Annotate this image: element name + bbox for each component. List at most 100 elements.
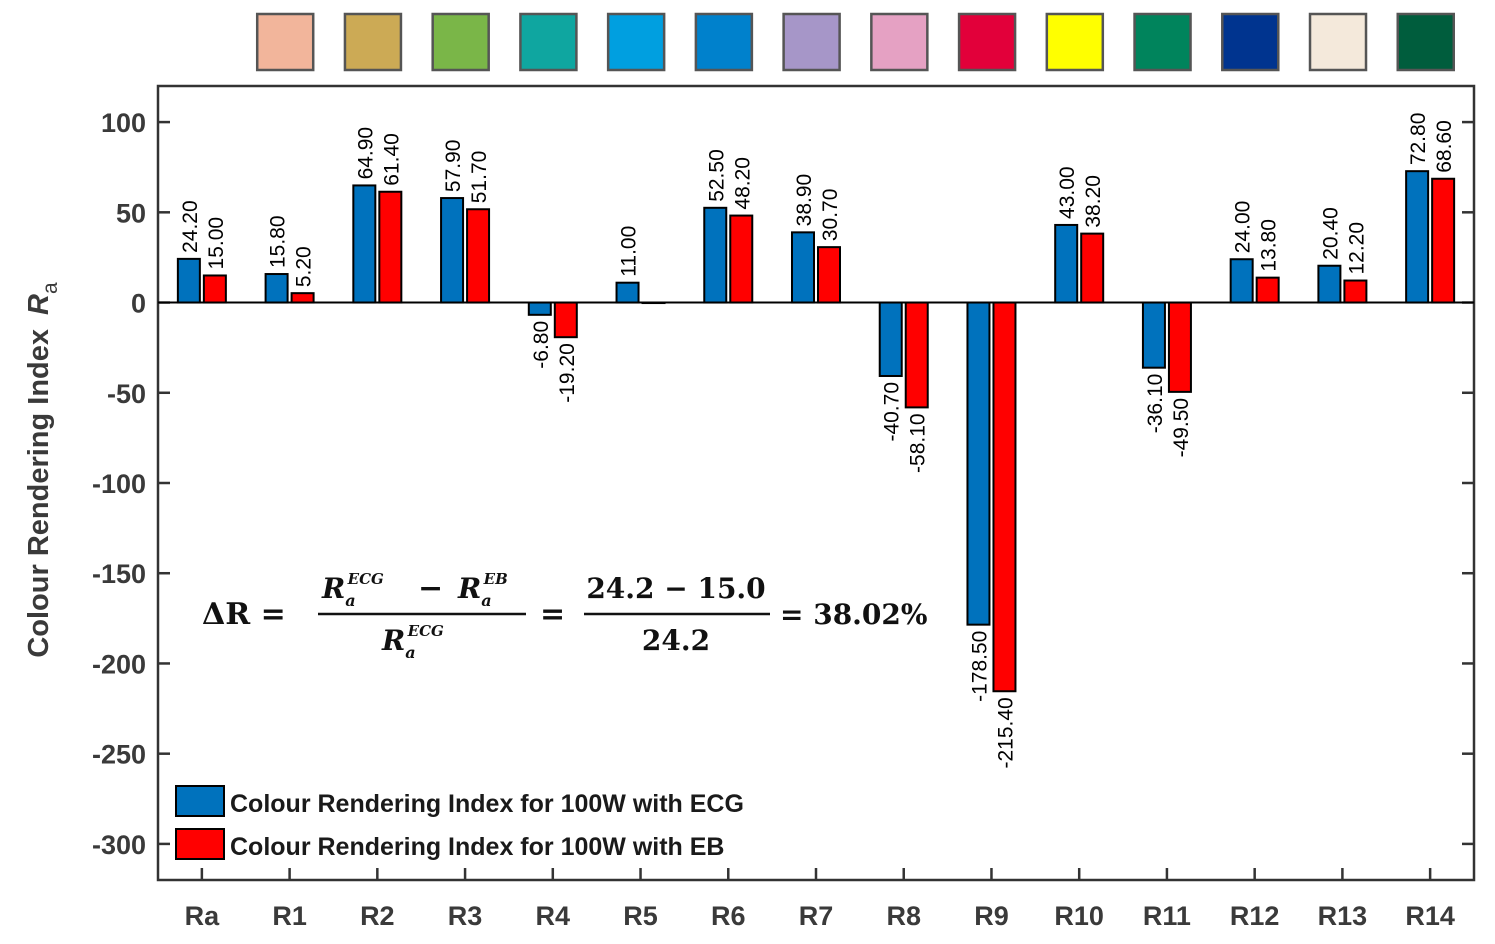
bar-ecg-R12 <box>1229 258 1254 304</box>
data-label-eb-R9: -215.40 <box>994 697 1017 768</box>
data-label-eb-R4: -19.20 <box>556 343 579 403</box>
bar-ecg-R6 <box>703 206 728 304</box>
formula-result: = 38.02% <box>780 598 928 631</box>
y-tick-label: 0 <box>131 289 146 319</box>
formula-minus: − <box>418 571 443 606</box>
swatch-R7 <box>870 12 929 72</box>
swatch-R8 <box>957 12 1017 72</box>
bar-ecg-R13 <box>1317 264 1342 304</box>
bar-eb-R2 <box>378 190 403 304</box>
bar-eb-R12 <box>1255 276 1280 304</box>
formula-den: RaECG <box>381 622 444 662</box>
delta-r-formula: ΔR = RaECG − RaEB RaECG = 24.2 − 15.0 24… <box>202 570 928 662</box>
bar-eb-R13 <box>1343 279 1368 304</box>
swatch-R10 <box>1133 12 1192 72</box>
x-tick-label-R5: R5 <box>623 901 658 931</box>
bar-ecg-R11 <box>1141 301 1166 369</box>
bar-ecg-R1 <box>264 273 289 304</box>
data-label-ecg-R14: 72.80 <box>1407 113 1430 166</box>
bar-eb-R6 <box>729 214 754 304</box>
data-label-ecg-R3: 57.90 <box>442 139 465 192</box>
formula-num-2: 24.2 − 15.0 <box>586 572 765 605</box>
data-label-eb-R2: 61.40 <box>380 133 403 186</box>
data-label-ecg-R10: 43.00 <box>1056 166 1079 219</box>
legend-label-eb: Colour Rendering Index for 100W with EB <box>230 833 724 861</box>
formula-eq-1: = <box>540 597 565 632</box>
data-label-eb-R10: 38.20 <box>1082 175 1105 228</box>
x-tick-label-Ra: Ra <box>185 901 220 931</box>
x-tick-label-R12: R12 <box>1230 901 1280 931</box>
swatch-R11 <box>1221 12 1280 72</box>
swatch-R13 <box>1396 12 1455 72</box>
y-tick-label: -150 <box>92 559 146 589</box>
x-tick-label-R3: R3 <box>448 901 483 931</box>
swatch-R9 <box>1045 12 1105 72</box>
colour-swatch-row <box>255 12 1455 72</box>
y-tick-label: -250 <box>92 740 146 770</box>
swatch-R5 <box>694 12 754 72</box>
x-tick-label-R10: R10 <box>1054 901 1104 931</box>
bar-ecg-R5 <box>615 281 640 304</box>
legend-swatch-eb <box>175 828 225 860</box>
y-tick-label: 50 <box>116 198 146 228</box>
data-label-ecg-R9: -178.50 <box>968 631 991 702</box>
y-axis-label: Colour Rendering IndexRa <box>23 282 62 658</box>
swatch-R1 <box>343 12 403 72</box>
data-label-eb-R13: 12.20 <box>1345 222 1368 275</box>
bar-eb-Ra <box>202 274 227 304</box>
data-label-eb-R7: 30.70 <box>819 189 842 242</box>
data-label-ecg-Ra: 24.20 <box>179 200 202 253</box>
formula-lhs: ΔR = <box>202 597 286 632</box>
y-tick-label: 100 <box>101 108 146 138</box>
formula-den-2: 24.2 <box>642 624 710 657</box>
bar-eb-R7 <box>817 246 841 304</box>
data-label-ecg-R4: -6.80 <box>530 321 553 369</box>
x-tick-label-R4: R4 <box>536 901 571 931</box>
bar-eb-R3 <box>466 208 491 304</box>
bar-eb-R11 <box>1167 301 1192 393</box>
y-tick-label: -100 <box>92 469 146 499</box>
data-label-eb-R11: -49.50 <box>1170 398 1193 458</box>
bar-ecg-R2 <box>352 184 377 304</box>
data-labels: 24.20 15.00 15.80 5.20 64.90 61.40 57.90 51.70 -… <box>179 113 1456 769</box>
data-label-ecg-R8: -40.70 <box>881 382 904 442</box>
bar-ecg-R9 <box>966 301 991 626</box>
data-label-ecg-R5: 11.00 <box>618 226 641 277</box>
y-tick-label: -200 <box>92 649 146 679</box>
data-label-eb-R1: 5.20 <box>293 246 316 287</box>
data-label-ecg-R1: 15.80 <box>267 215 290 268</box>
x-axis-category-labels: Ra R1 R2 R3 R4 R5 R6 R7 R8 R9 R10 R11 R12 R13 R14 <box>185 868 1455 931</box>
legend-swatch-ecg <box>175 785 225 817</box>
data-label-ecg-R13: 20.40 <box>1319 207 1342 260</box>
formula-num-a: RaECG <box>321 570 384 610</box>
legend-label-ecg: Colour Rendering Index for 100W with ECG <box>230 790 744 818</box>
swatch-R3 <box>519 12 578 72</box>
swatch-R12 <box>1308 12 1368 72</box>
data-label-ecg-R12: 24.00 <box>1232 201 1255 254</box>
x-tick-label-R2: R2 <box>360 901 395 931</box>
data-label-eb-R3: 51.70 <box>468 151 491 204</box>
formula-num-b: RaEB <box>457 570 508 610</box>
data-label-eb-R14: 68.60 <box>1433 120 1456 173</box>
bar-eb-R1 <box>290 292 315 304</box>
y-axis-ticks: 100 50 0 -50 -100 -150 -200 -250 -300 <box>92 108 1474 860</box>
data-label-ecg-R7: 38.90 <box>793 174 816 227</box>
x-tick-label-R9: R9 <box>974 901 1009 931</box>
bar-eb-R8 <box>904 301 929 409</box>
bar-ecg-R7 <box>791 231 815 304</box>
data-label-ecg-R2: 64.90 <box>354 127 377 180</box>
x-tick-label-R6: R6 <box>711 901 746 931</box>
bar-eb-R9 <box>992 301 1017 693</box>
data-label-ecg-R11: -36.10 <box>1144 374 1167 434</box>
y-tick-label: -300 <box>92 830 146 860</box>
legend: Colour Rendering Index for 100W with ECG… <box>175 785 744 861</box>
data-label-eb-R6: 48.20 <box>731 157 754 210</box>
bar-ecg-R3 <box>440 197 465 304</box>
y-tick-label: -50 <box>107 379 146 409</box>
bar-ecg-R4 <box>527 301 552 316</box>
bar-ecg-R10 <box>1054 223 1079 304</box>
x-tick-label-R8: R8 <box>886 901 921 931</box>
bar-ecg-Ra <box>176 257 201 304</box>
swatch-R6 <box>782 12 841 72</box>
